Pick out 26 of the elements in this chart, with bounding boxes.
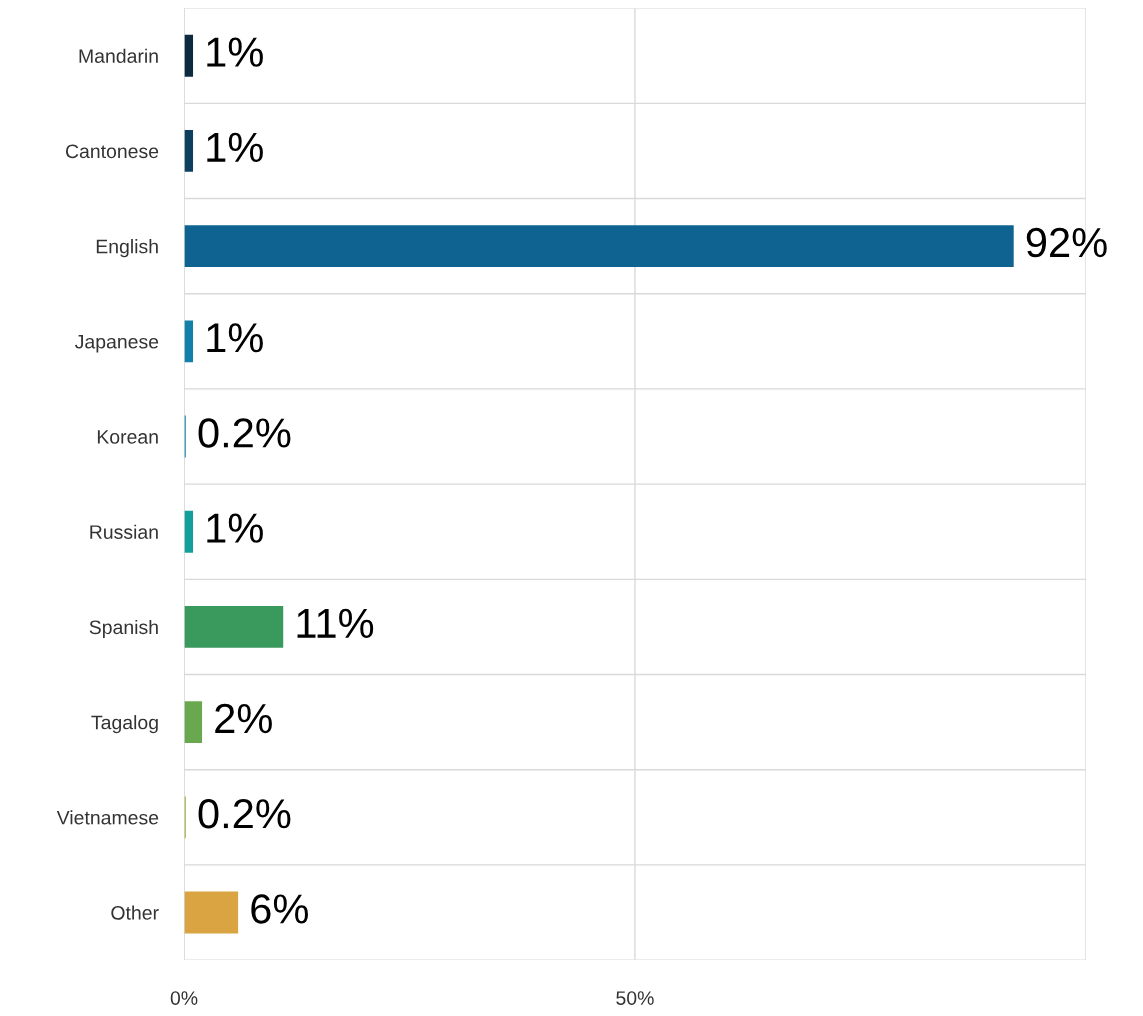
data-label: 2%	[215, 703, 272, 734]
data-label: 0.2%	[198, 799, 291, 829]
y-tick-label: English	[96, 239, 158, 258]
x-tick-label: 50%	[616, 991, 654, 1005]
data-label: 1%	[207, 132, 263, 162]
x-tick-label: 0%	[170, 991, 198, 1005]
data-label: 6%	[251, 894, 308, 924]
bar	[184, 891, 239, 934]
y-tick-label: Russian	[90, 524, 158, 539]
y-tick-label: Vietnamese	[56, 810, 159, 825]
data-label: 0.2%	[198, 418, 291, 448]
y-tick-label: Japanese	[75, 334, 159, 353]
data-label: 11%	[297, 608, 374, 638]
y-tick-label: Spanish	[89, 619, 158, 638]
bar	[184, 225, 1014, 268]
y-tick-label: Mandarin	[79, 48, 158, 63]
bar	[184, 701, 203, 744]
y-tick-label: Other	[111, 905, 159, 920]
y-tick-label: Cantonese	[65, 144, 159, 159]
data-label: 1%	[207, 323, 263, 353]
data-label: 92%	[1026, 227, 1107, 258]
bar	[184, 605, 284, 648]
y-tick-label: Korean	[97, 430, 158, 444]
data-label: 1%	[207, 513, 263, 543]
y-tick-label: Tagalog	[91, 715, 158, 734]
data-label: 1%	[207, 37, 263, 67]
